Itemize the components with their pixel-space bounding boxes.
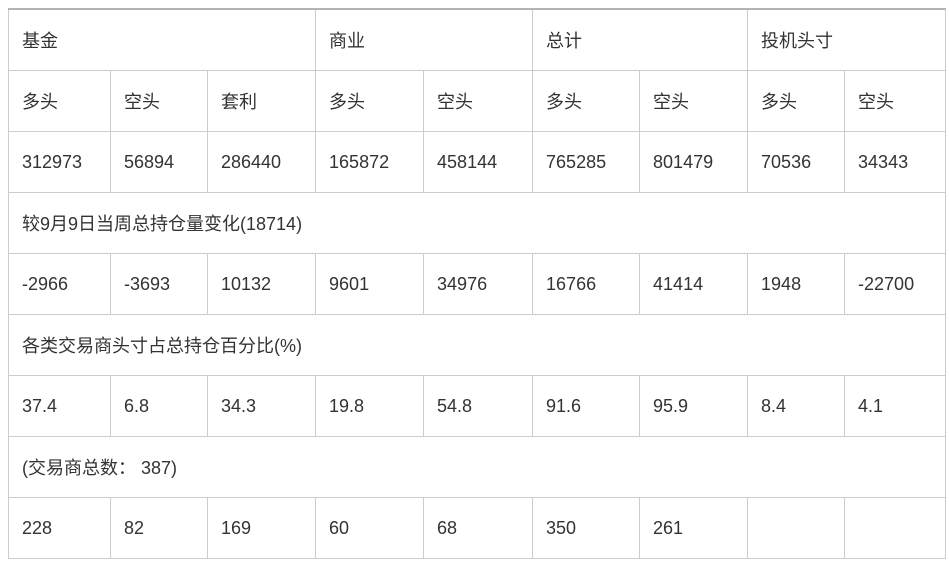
col-header-spec-short: 空头 <box>844 70 947 132</box>
group-header-speculative: 投机头寸 <box>747 8 947 71</box>
value-cell: 41414 <box>639 253 749 315</box>
col-header-spec-long: 多头 <box>747 70 846 132</box>
value-cell: 16766 <box>532 253 641 315</box>
value-cell: -3693 <box>110 253 208 315</box>
value-cell: 60 <box>315 497 425 559</box>
traders-row: 228 82 169 60 68 350 261 <box>8 497 947 559</box>
value-cell: 9601 <box>315 253 425 315</box>
value-cell: 68 <box>423 497 534 559</box>
value-cell: 34.3 <box>206 375 317 437</box>
value-cell: 34343 <box>844 131 947 193</box>
value-cell: 82 <box>110 497 208 559</box>
percents-row: 37.4 6.8 34.3 19.8 54.8 91.6 95.9 8.4 4.… <box>8 375 947 437</box>
value-cell: 95.9 <box>639 375 749 437</box>
col-header-total-short: 空头 <box>639 70 749 132</box>
value-cell: -2966 <box>8 253 111 315</box>
column-header-row: 多头 空头 套利 多头 空头 多头 空头 多头 空头 <box>8 70 947 132</box>
value-cell: 165872 <box>315 131 425 193</box>
changes-row: -2966 -3693 10132 9601 34976 16766 41414… <box>8 253 947 315</box>
value-cell: 228 <box>8 497 111 559</box>
value-cell: 91.6 <box>532 375 641 437</box>
value-cell: 37.4 <box>8 375 111 437</box>
value-cell: 261 <box>639 497 749 559</box>
section-label-change: 较9月9日当周总持仓量变化(18714) <box>7 192 947 254</box>
value-cell-empty <box>747 497 846 559</box>
value-cell: 312973 <box>8 131 111 193</box>
value-cell: 1948 <box>747 253 846 315</box>
cot-report-table: 基金 商业 总计 投机头寸 多头 空头 套利 多头 空头 多头 空头 多头 空头… <box>7 8 947 559</box>
col-header-fund-long: 多头 <box>8 70 111 132</box>
value-cell: 350 <box>532 497 641 559</box>
positions-row: 312973 56894 286440 165872 458144 765285… <box>8 131 947 193</box>
section-label-row-percent: 各类交易商头寸占总持仓百分比(%) <box>7 314 947 376</box>
value-cell: 56894 <box>110 131 208 193</box>
value-cell: 8.4 <box>747 375 846 437</box>
col-header-commercial-short: 空头 <box>423 70 534 132</box>
section-label-percent: 各类交易商头寸占总持仓百分比(%) <box>7 314 947 376</box>
group-header-commercial: 商业 <box>315 8 534 71</box>
group-header-fund: 基金 <box>7 8 317 71</box>
value-cell: 19.8 <box>315 375 425 437</box>
col-header-fund-short: 空头 <box>110 70 208 132</box>
group-header-row: 基金 商业 总计 投机头寸 <box>7 8 947 71</box>
value-cell: 54.8 <box>423 375 534 437</box>
value-cell-empty <box>844 497 947 559</box>
group-header-total: 总计 <box>532 8 749 71</box>
value-cell: 70536 <box>747 131 846 193</box>
section-label-row-change: 较9月9日当周总持仓量变化(18714) <box>7 192 947 254</box>
value-cell: 801479 <box>639 131 749 193</box>
section-label-traders: (交易商总数： 387) <box>7 436 947 498</box>
col-header-total-long: 多头 <box>532 70 641 132</box>
value-cell: 10132 <box>206 253 317 315</box>
value-cell: 765285 <box>532 131 641 193</box>
value-cell: 286440 <box>206 131 317 193</box>
value-cell: 6.8 <box>110 375 208 437</box>
value-cell: 34976 <box>423 253 534 315</box>
col-header-commercial-long: 多头 <box>315 70 425 132</box>
col-header-fund-spread: 套利 <box>206 70 317 132</box>
value-cell: -22700 <box>844 253 947 315</box>
value-cell: 169 <box>206 497 317 559</box>
value-cell: 458144 <box>423 131 534 193</box>
section-label-row-traders: (交易商总数： 387) <box>7 436 947 498</box>
value-cell: 4.1 <box>844 375 947 437</box>
